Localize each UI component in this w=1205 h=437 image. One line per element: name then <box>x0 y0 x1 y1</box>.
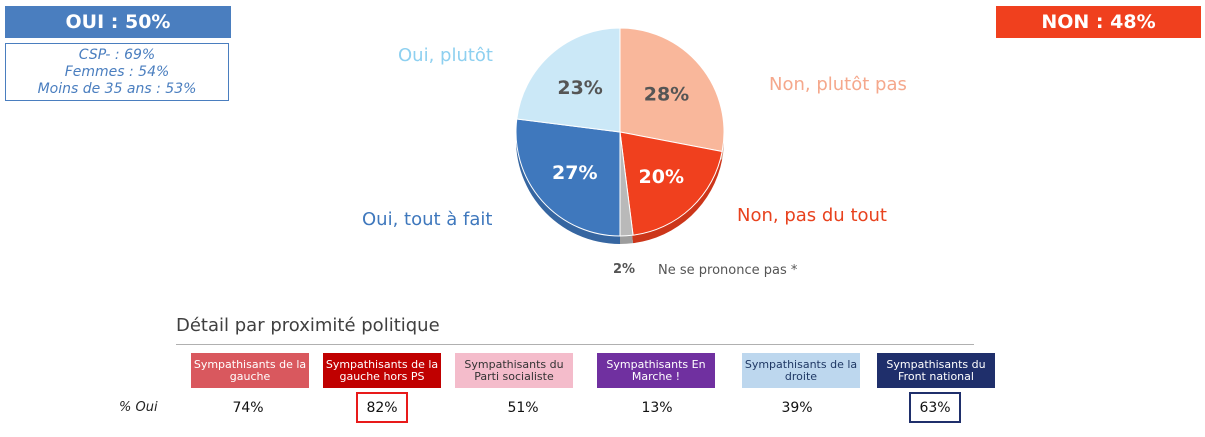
category-header: Sympathisants de la droite <box>742 353 860 388</box>
legend-oui-tout-a-fait: Oui, tout à fait <box>362 209 493 230</box>
legend-non-plutot-pas: Non, plutôt pas <box>769 74 907 95</box>
oui-detail-femmes: Femmes : 54% <box>64 63 170 80</box>
category-header: Sympathisants En Marche ! <box>597 353 715 388</box>
category-oui-value: 74% <box>232 399 264 416</box>
pie-slice-non-plut-t-pas <box>619 27 725 153</box>
category-header: Sympathisants du Parti socialiste <box>455 353 573 388</box>
section-divider <box>176 344 974 345</box>
category-header: Sympathisants de la gauche <box>191 353 309 388</box>
pie-slice-oui-tout-fait <box>515 118 621 237</box>
pie-value-label: 27% <box>552 162 597 184</box>
pie-slice-non-pas-du-tout <box>619 131 723 236</box>
oui-detail-csp: CSP- : 69% <box>78 46 156 63</box>
pie-value-label: 28% <box>644 84 689 106</box>
opinion-pie-chart: 28% 20% 27% 23% <box>515 27 725 244</box>
legend-oui-plutot: Oui, plutôt <box>398 45 493 66</box>
legend-non-pas-du-tout: Non, pas du tout <box>737 205 887 226</box>
pie-slice-oui-plut-t <box>516 27 621 133</box>
category-oui-value: 39% <box>781 399 813 416</box>
pie-value-label: 20% <box>639 166 684 188</box>
row-label-oui: % Oui <box>119 400 158 415</box>
category-header: Sympathisants de la gauche hors PS <box>323 353 441 388</box>
nsp-value-label: 2% <box>613 262 636 277</box>
category-oui-value: 82% <box>356 392 408 423</box>
oui-detail-age: Moins de 35 ans : 53% <box>37 80 197 97</box>
category-oui-value: 51% <box>507 399 539 416</box>
oui-summary-banner: OUI : 50% <box>5 6 231 38</box>
category-oui-value: 13% <box>641 399 673 416</box>
category-oui-value: 63% <box>909 392 961 423</box>
non-summary-banner: NON : 48% <box>996 6 1201 38</box>
oui-details-box: CSP- : 69% Femmes : 54% Moins de 35 ans … <box>5 43 229 101</box>
category-header: Sympathisants du Front national <box>877 353 995 388</box>
legend-ne-se-prononce-pas: Ne se prononce pas * <box>658 263 798 278</box>
section-title: Détail par proximité politique <box>176 315 440 336</box>
pie-value-label: 23% <box>557 77 602 99</box>
